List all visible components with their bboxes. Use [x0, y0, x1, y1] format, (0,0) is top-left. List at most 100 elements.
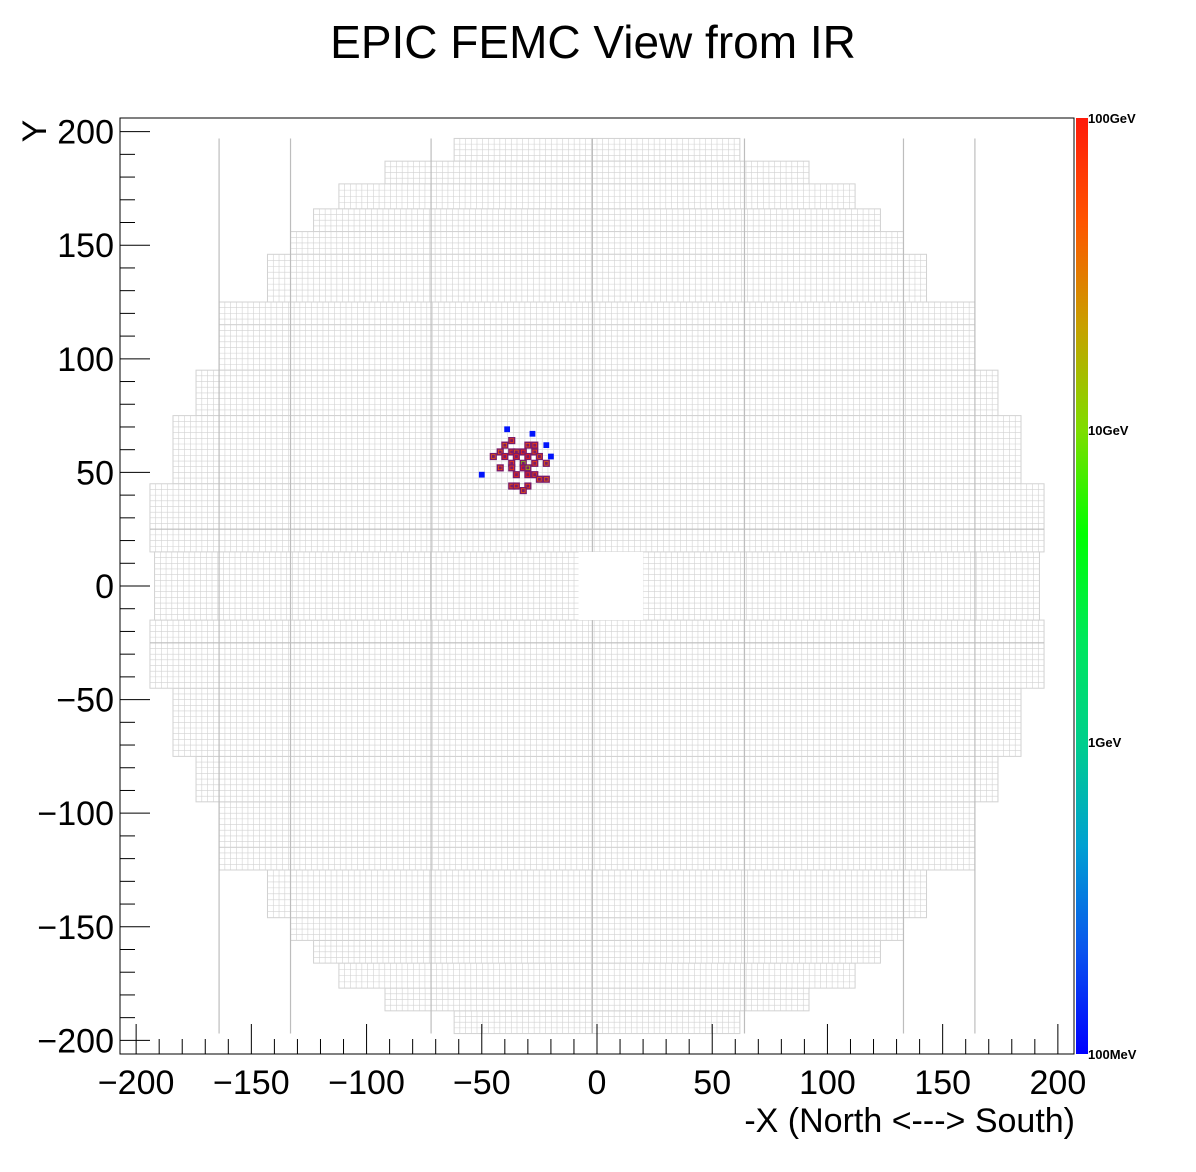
hit-cell-core: [503, 443, 507, 447]
y-tick-label: 150: [57, 227, 114, 265]
detector-row: [149, 619, 1045, 689]
hit-cell: [529, 430, 536, 437]
y-tick-label: 50: [76, 454, 114, 492]
detector-row: [290, 231, 904, 255]
hit-cell-core: [514, 484, 518, 488]
hit-cell-core: [510, 466, 514, 470]
colorbar-label: 1GeV: [1088, 735, 1122, 750]
chart-title: EPIC FEMC View from IR: [330, 16, 856, 68]
axes: −200 −150 −100 −50 0 50 100 150 200 −200 −150 −100 −…: [37, 114, 1086, 1102]
detector-row: [384, 160, 810, 185]
detector-row: [453, 137, 741, 162]
hit-cell-core: [521, 461, 525, 465]
colorbar-label: 100MeV: [1088, 1047, 1137, 1062]
detector-cell-grid: [290, 917, 904, 941]
detector-cells: [149, 137, 1045, 1035]
detector-cell-grid: [267, 254, 927, 303]
detector-cell-grid: [313, 208, 881, 232]
x-tick-label: 0: [588, 1064, 607, 1102]
detector-cell-grid: [219, 801, 975, 848]
hit-cell-core: [491, 455, 495, 459]
detector-cell-grid: [173, 688, 1021, 757]
detector-row: [338, 962, 856, 989]
hit-cell-core: [544, 461, 548, 465]
hit-cell-core: [526, 455, 530, 459]
x-tick-label: 50: [693, 1064, 731, 1102]
hit-cell-core: [526, 443, 530, 447]
x-tick-label: 100: [799, 1064, 856, 1102]
hit-cell-core: [537, 455, 541, 459]
hit-cell-core: [498, 466, 502, 470]
beam-hole: [578, 551, 644, 621]
detector-cell-grid: [219, 847, 975, 870]
detector-row: [338, 183, 856, 210]
hit-cell-core: [514, 473, 518, 477]
y-tick-label: −200: [37, 1022, 114, 1060]
x-tick-label: 200: [1030, 1064, 1087, 1102]
hit-cell-core: [521, 489, 525, 493]
colorbar: [1076, 118, 1088, 1054]
detector-cell-grid: [196, 756, 998, 802]
detector-cell-grid: [454, 138, 740, 162]
detector-cell-grid: [267, 869, 927, 918]
hit-cell-core: [533, 461, 537, 465]
detector-row: [195, 369, 999, 417]
detector-row: [195, 755, 999, 803]
hit-cell-core: [498, 450, 502, 454]
hit-cell: [504, 426, 511, 433]
detector-cell-grid: [149, 620, 1045, 689]
detector-row: [266, 253, 928, 303]
detector-row: [313, 939, 881, 964]
detector-cell-grid: [338, 183, 856, 209]
detector-row: [266, 869, 928, 919]
x-tick-label: 150: [914, 1064, 971, 1102]
hit-cell: [543, 442, 550, 449]
detector-cell-grid: [385, 988, 809, 1011]
detector-cell-grid: [385, 161, 809, 184]
detector-cell-grid: [219, 324, 975, 371]
y-tick-label: −50: [56, 682, 114, 720]
detector-cell-grid: [338, 963, 856, 989]
energy-hits: [478, 426, 554, 495]
hit-cell-core: [533, 443, 537, 447]
hit-cell: [478, 471, 485, 478]
hit-cell: [548, 453, 554, 460]
y-tick-label: 100: [57, 341, 114, 379]
hit-cell-core: [526, 484, 530, 488]
detector-row: [172, 687, 1022, 757]
hit-cell-core: [503, 455, 507, 459]
detector-row: [384, 987, 810, 1012]
detector-cell-grid: [219, 302, 975, 325]
colorbar-labels: 100GeV 10GeV 1GeV 100MeV: [1088, 111, 1137, 1062]
hit-cell-core: [510, 450, 514, 454]
detector-cell-grid: [313, 940, 881, 964]
y-tick-label: 0: [95, 568, 114, 606]
x-tick-label: −150: [213, 1064, 290, 1102]
hit-cell-core: [544, 477, 548, 481]
detector-row: [218, 801, 976, 848]
detector-row: [290, 917, 904, 941]
detector-row: [172, 415, 1022, 485]
detector-row: [218, 301, 976, 326]
hit-cell-core: [533, 450, 537, 454]
x-tick-label: −100: [328, 1064, 405, 1102]
x-axis-title: -X (North <---> South): [744, 1102, 1075, 1140]
y-tick-label: 200: [57, 114, 114, 152]
hit-cell-core: [514, 455, 518, 459]
detector-cell-grid: [290, 231, 904, 255]
hit-cell-core: [510, 461, 514, 465]
y-tick-label: −150: [37, 909, 114, 947]
x-tick-label: −200: [98, 1064, 175, 1102]
colorbar-label: 100GeV: [1088, 111, 1136, 126]
detector-cell-grid: [149, 483, 1045, 552]
y-axis-title: Y: [16, 120, 54, 143]
hit-cell-core: [514, 450, 518, 454]
detector-row: [218, 846, 976, 871]
detector-row: [313, 208, 881, 233]
hit-cell-core: [537, 477, 541, 481]
detector-cell-grid: [196, 370, 998, 416]
x-tick-label: −50: [453, 1064, 511, 1102]
hit-cell-core: [521, 450, 525, 454]
y-tick-label: −100: [37, 795, 114, 833]
